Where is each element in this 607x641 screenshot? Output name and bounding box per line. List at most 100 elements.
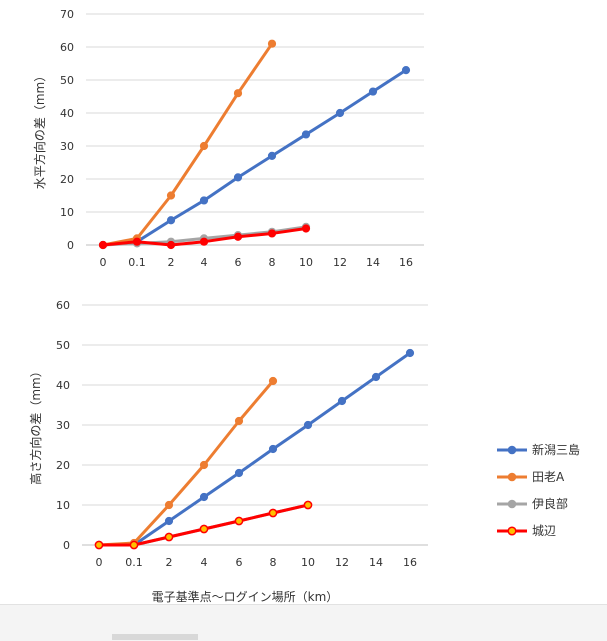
series-1 <box>94 376 278 550</box>
data-point <box>301 130 311 139</box>
bottom-tab <box>112 634 198 640</box>
data-point <box>98 240 108 250</box>
legend-marker <box>507 526 517 536</box>
x-tick-label: 14 <box>366 256 380 269</box>
x-tick-label: 10 <box>301 556 315 569</box>
data-point <box>268 376 278 386</box>
x-tick-label: 0.1 <box>128 256 146 269</box>
legend-item: 田老A <box>497 470 565 484</box>
data-point <box>371 372 381 382</box>
data-point <box>401 66 411 75</box>
y-tick-label: 60 <box>56 299 70 312</box>
data-point <box>368 87 378 96</box>
data-point <box>164 532 174 542</box>
y-tick-label: 0 <box>63 539 70 552</box>
chart-height-difference: 0 10 20 30 40 50 60 0 0.1 2 4 6 8 10 12 14 16 高さ方向の差（mm） 電… <box>28 299 428 604</box>
series-1 <box>98 39 277 250</box>
legend-item: 伊良部 <box>497 496 568 511</box>
data-point <box>234 516 244 526</box>
data-point <box>199 524 209 534</box>
x-tick-label: 2 <box>166 556 173 569</box>
x-tick-label: 12 <box>333 256 347 269</box>
x-tick-label: 16 <box>399 256 413 269</box>
y-tick-label: 10 <box>56 499 70 512</box>
y-tick-label: 30 <box>56 419 70 432</box>
data-point <box>199 196 209 205</box>
legend-marker <box>507 445 517 455</box>
data-point <box>164 516 174 526</box>
series-3 <box>94 500 313 550</box>
data-point <box>233 89 243 98</box>
y-tick-label: 50 <box>56 339 70 352</box>
y-tick-label: 10 <box>60 206 74 219</box>
x-tick-label: 12 <box>335 556 349 569</box>
data-point <box>166 216 176 225</box>
series-0 <box>98 66 411 250</box>
data-point <box>267 229 277 238</box>
y-axis-title: 水平方向の差（mm） <box>32 70 47 189</box>
data-point <box>303 500 313 510</box>
data-point <box>234 468 244 478</box>
series-line <box>102 42 274 247</box>
data-point <box>199 492 209 502</box>
y-tick-label: 20 <box>60 173 74 186</box>
legend-label: 新潟三島 <box>532 442 580 457</box>
y-tick-label: 40 <box>60 107 74 120</box>
legend-marker <box>507 472 517 482</box>
data-point <box>199 141 209 151</box>
data-point <box>303 420 313 430</box>
legend-label: 城辺 <box>532 524 556 538</box>
series-line <box>98 380 275 547</box>
series-line <box>102 68 407 247</box>
y-tick-label: 70 <box>60 8 74 21</box>
data-point <box>132 237 142 246</box>
x-axis-title: 電子基準点～ログイン場所（km） <box>152 589 339 604</box>
x-tick-label: 8 <box>269 256 276 269</box>
data-point <box>268 508 278 518</box>
data-point <box>268 444 278 454</box>
x-tick-label: 4 <box>201 556 208 569</box>
data-point <box>166 191 176 200</box>
data-point <box>301 224 311 233</box>
data-point <box>267 39 277 48</box>
data-point <box>166 240 176 250</box>
x-tick-label: 10 <box>299 256 313 269</box>
x-tick-label: 0.1 <box>125 556 143 569</box>
y-tick-label: 0 <box>67 239 74 252</box>
bottom-panel <box>0 604 607 641</box>
legend-item: 城辺 <box>497 524 556 538</box>
y-tick-label: 20 <box>56 459 70 472</box>
data-point <box>94 540 104 550</box>
x-tick-label: 4 <box>201 256 208 269</box>
legend-marker <box>507 499 517 509</box>
y-tick-label: 50 <box>60 74 74 87</box>
legend-label: 田老A <box>532 470 565 484</box>
data-point <box>164 500 174 510</box>
data-point <box>405 348 415 358</box>
legend-label: 伊良部 <box>532 496 568 511</box>
data-point <box>337 396 347 406</box>
y-tick-label: 40 <box>56 379 70 392</box>
legend-item: 新潟三島 <box>497 442 580 457</box>
data-point <box>199 460 209 470</box>
x-tick-label: 0 <box>100 256 107 269</box>
data-point <box>234 416 244 426</box>
chart-horizontal-difference: 0 10 20 30 40 50 60 70 0 0.1 2 4 6 8 10 12 14 16 水平方向の差（mm… <box>32 8 424 269</box>
data-point <box>199 237 209 246</box>
x-tick-label: 2 <box>168 256 175 269</box>
data-point <box>233 173 243 182</box>
x-tick-label: 16 <box>403 556 417 569</box>
y-axis-title: 高さ方向の差（mm） <box>28 365 43 484</box>
series-3 <box>98 224 311 250</box>
y-tick-label: 30 <box>60 140 74 153</box>
x-tick-label: 14 <box>369 556 383 569</box>
x-tick-label: 0 <box>96 556 103 569</box>
x-tick-label: 6 <box>236 556 243 569</box>
series-line <box>99 351 411 547</box>
data-point <box>267 151 277 160</box>
x-tick-label: 8 <box>270 556 277 569</box>
y-tick-label: 60 <box>60 41 74 54</box>
x-tick-label: 6 <box>235 256 242 269</box>
